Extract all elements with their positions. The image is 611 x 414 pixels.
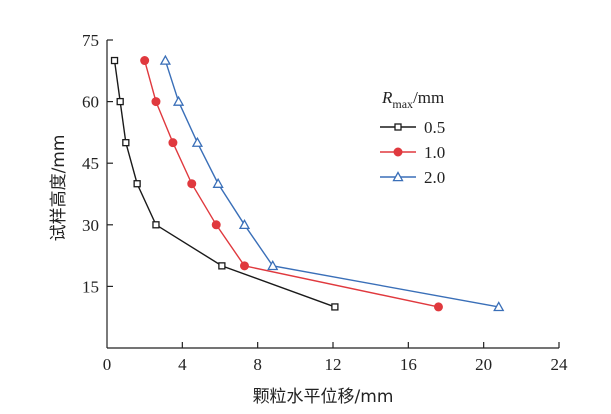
legend-marker: [392, 171, 404, 182]
y-tick-label: 75: [82, 31, 99, 50]
series-line-0.5: [113, 60, 336, 308]
data-point: [211, 220, 221, 230]
data-point: [212, 177, 224, 188]
legend-label: 0.5: [424, 118, 445, 137]
x-tick-label: 16: [400, 355, 417, 374]
data-point: [151, 97, 161, 107]
data-point: [168, 138, 178, 148]
legend-item-1.0: 1.0: [380, 143, 445, 162]
y-axis-title: 试样高度/mm: [49, 135, 69, 242]
data-point: [433, 302, 443, 312]
x-tick-label: 8: [253, 355, 262, 374]
data-point: [133, 180, 141, 188]
legend-item-2.0: 2.0: [380, 168, 445, 187]
series-0.5: [110, 56, 339, 311]
x-axis-title: 颗粒水平位移/mm: [253, 387, 394, 407]
data-point: [191, 136, 204, 147]
data-point: [493, 301, 505, 312]
legend-title-unit: /mm: [413, 88, 444, 107]
data-point: [159, 54, 171, 65]
x-tick-label: 20: [475, 355, 492, 374]
y-tick-label: 15: [82, 277, 99, 296]
legend-marker: [394, 123, 402, 131]
y-tick-label: 30: [82, 216, 99, 235]
ticks: 0 4 8 12 16 20 24 15 30 45 60 75: [82, 31, 568, 374]
data-point: [238, 218, 251, 230]
legend-title-main: R: [381, 88, 393, 107]
y-tick-label: 60: [82, 93, 99, 112]
data-point: [331, 303, 339, 311]
x-tick-label: 24: [551, 355, 569, 374]
x-tick-label: 0: [103, 355, 112, 374]
legend-label: 2.0: [424, 168, 445, 187]
legend: Rmax/mm 0.5 1.0 2.0: [380, 88, 445, 187]
data-point: [122, 139, 130, 147]
legend-item-0.5: 0.5: [380, 118, 445, 137]
series-1.0: [140, 56, 443, 312]
legend-title: Rmax/mm: [381, 88, 444, 111]
series-layer: [110, 54, 505, 312]
legend-marker: [393, 147, 403, 157]
axes: [106, 40, 559, 349]
x-tick-label: 12: [325, 355, 342, 374]
data-point: [110, 56, 119, 65]
data-point: [239, 261, 249, 271]
data-point: [140, 56, 150, 66]
data-point: [152, 221, 160, 229]
data-point: [218, 262, 226, 270]
data-point: [172, 95, 185, 106]
y-tick-label: 45: [82, 154, 99, 173]
x-tick-label: 4: [178, 355, 187, 374]
data-point: [116, 97, 124, 106]
data-point: [187, 179, 197, 189]
data-point: [267, 260, 279, 271]
legend-label: 1.0: [424, 143, 445, 162]
series-2.0: [159, 54, 505, 312]
legend-title-sub: max: [392, 97, 413, 111]
